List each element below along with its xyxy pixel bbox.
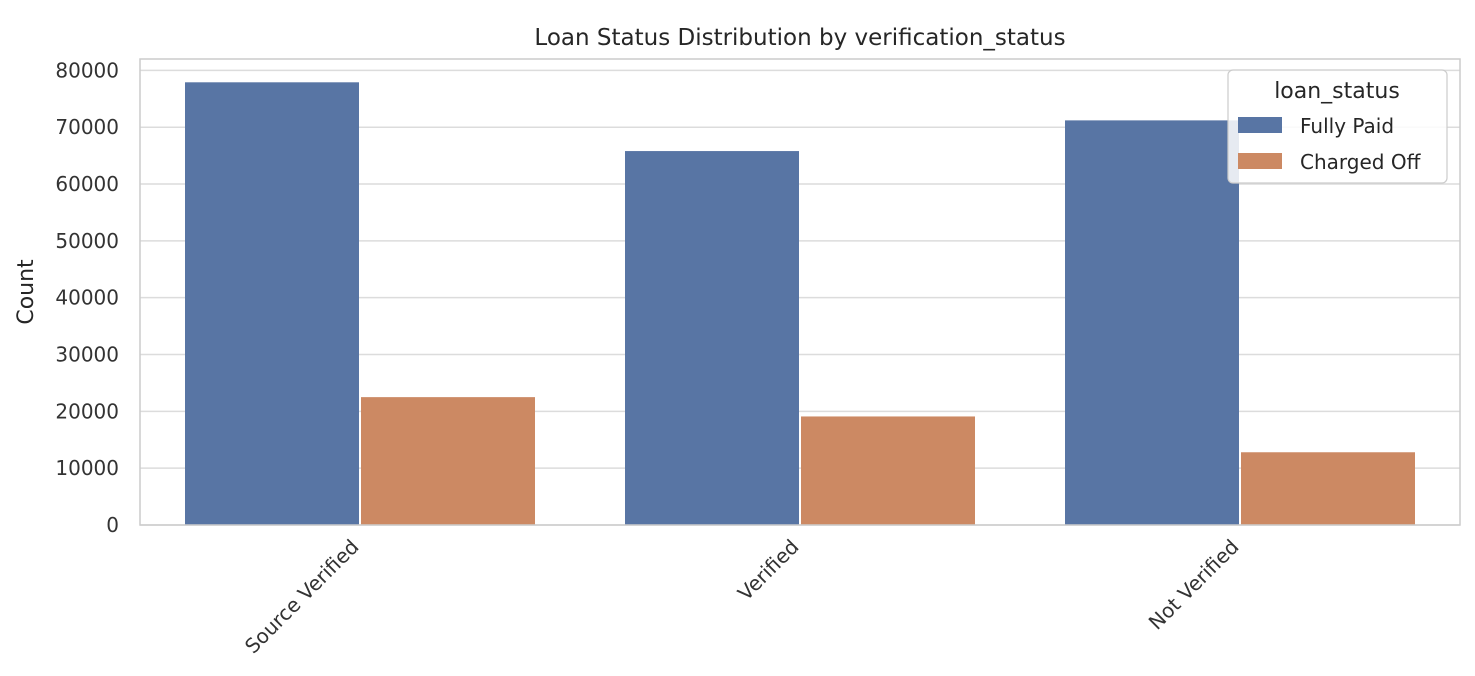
legend-label: Fully Paid <box>1300 114 1394 138</box>
legend-swatch <box>1238 153 1282 169</box>
y-tick-label: 0 <box>106 513 119 537</box>
x-tick-label: Verified <box>733 535 804 606</box>
legend-swatch <box>1238 117 1282 133</box>
y-tick-label: 70000 <box>55 115 119 139</box>
y-axis-title: Count <box>14 259 39 325</box>
y-tick-label: 50000 <box>55 229 119 253</box>
y-tick-labels: 0 10000 20000 30000 40000 50000 60000 70000 8000… <box>55 58 119 537</box>
x-tick-label: Source Verified <box>240 535 364 659</box>
legend: loan_status Fully Paid Charged Off <box>1227 69 1448 184</box>
y-tick-label: 10000 <box>55 456 119 480</box>
bar-charged-off <box>1241 452 1415 525</box>
y-tick-label: 60000 <box>55 172 119 196</box>
legend-items: Fully Paid Charged Off <box>1238 114 1422 174</box>
bar-charged-off <box>361 397 535 525</box>
legend-label: Charged Off <box>1300 150 1422 174</box>
bar-fully-paid <box>185 82 359 526</box>
chart-title: Loan Status Distribution by verification… <box>534 25 1065 51</box>
legend-title: loan_status <box>1274 79 1400 104</box>
x-tick-labels: Source Verified Verified Not Verified <box>240 535 1244 659</box>
legend-frame <box>1227 69 1448 184</box>
y-tick-label: 20000 <box>55 399 119 423</box>
y-tick-label: 40000 <box>55 286 119 310</box>
y-tick-label: 30000 <box>55 343 119 367</box>
x-tick-label: Not Verified <box>1144 535 1244 635</box>
gridlines <box>140 69 1460 526</box>
plot-frame <box>139 58 1461 526</box>
bar-fully-paid <box>625 151 799 525</box>
bars <box>185 82 1415 526</box>
bar-charged-off <box>801 416 975 525</box>
bar-fully-paid <box>1065 120 1239 525</box>
y-tick-label: 80000 <box>55 58 119 82</box>
